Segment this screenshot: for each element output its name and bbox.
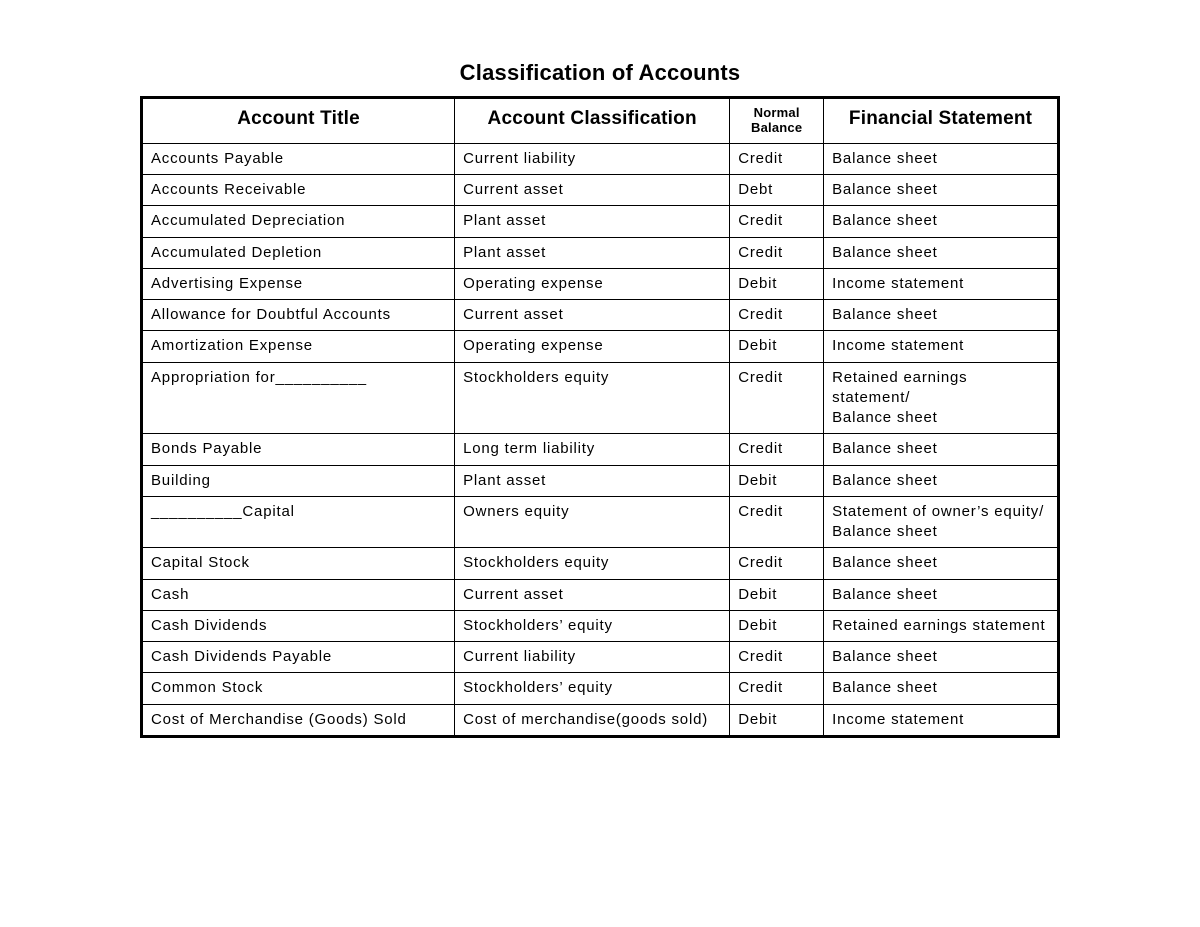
cell-normal-balance: Debit <box>730 331 824 362</box>
cell-normal-balance: Credit <box>730 143 824 174</box>
page-title: Classification of Accounts <box>140 60 1060 86</box>
cell-normal-balance: Credit <box>730 206 824 237</box>
cell-account-classification: Operating expense <box>455 268 730 299</box>
cell-account-classification: Operating expense <box>455 331 730 362</box>
cell-account-classification: Stockholders equity <box>455 548 730 579</box>
table-row: BuildingPlant assetDebitBalance sheet <box>142 465 1059 496</box>
cell-account-classification: Plant asset <box>455 206 730 237</box>
table-row: Accumulated DepreciationPlant assetCredi… <box>142 206 1059 237</box>
cell-account-title: Cash <box>142 579 455 610</box>
cell-account-classification: Stockholders’ equity <box>455 610 730 641</box>
cell-account-title: Accumulated Depletion <box>142 237 455 268</box>
cell-account-title: Allowance for Doubtful Accounts <box>142 300 455 331</box>
cell-account-classification: Long term liability <box>455 434 730 465</box>
col-header-financial-statement: Financial Statement <box>824 98 1059 144</box>
cell-normal-balance: Credit <box>730 642 824 673</box>
table-row: Amortization ExpenseOperating expenseDeb… <box>142 331 1059 362</box>
table-row: Allowance for Doubtful AccountsCurrent a… <box>142 300 1059 331</box>
table-row: Accumulated DepletionPlant assetCreditBa… <box>142 237 1059 268</box>
cell-account-title: __________Capital <box>142 496 455 548</box>
table-header-row: Account Title Account Classification Nor… <box>142 98 1059 144</box>
cell-normal-balance: Credit <box>730 496 824 548</box>
cell-normal-balance: Credit <box>730 362 824 434</box>
accounts-table: Account Title Account Classification Nor… <box>140 96 1060 738</box>
cell-account-title: Capital Stock <box>142 548 455 579</box>
cell-financial-statement: Retained earnings statement/ Balance she… <box>824 362 1059 434</box>
cell-account-title: Amortization Expense <box>142 331 455 362</box>
cell-account-title: Cash Dividends Payable <box>142 642 455 673</box>
cell-normal-balance: Credit <box>730 434 824 465</box>
table-row: Accounts PayableCurrent liabilityCreditB… <box>142 143 1059 174</box>
cell-normal-balance: Debit <box>730 465 824 496</box>
cell-account-classification: Current asset <box>455 175 730 206</box>
cell-account-title: Cost of Merchandise (Goods) Sold <box>142 704 455 736</box>
table-row: __________CapitalOwners equityCreditStat… <box>142 496 1059 548</box>
table-row: CashCurrent assetDebitBalance sheet <box>142 579 1059 610</box>
cell-account-classification: Stockholders’ equity <box>455 673 730 704</box>
cell-financial-statement: Income statement <box>824 331 1059 362</box>
cell-financial-statement: Balance sheet <box>824 206 1059 237</box>
cell-financial-statement: Balance sheet <box>824 143 1059 174</box>
cell-normal-balance: Debit <box>730 579 824 610</box>
cell-financial-statement: Balance sheet <box>824 175 1059 206</box>
table-row: Accounts ReceivableCurrent assetDebtBala… <box>142 175 1059 206</box>
table-row: Bonds PayableLong term liabilityCreditBa… <box>142 434 1059 465</box>
cell-account-title: Appropriation for__________ <box>142 362 455 434</box>
cell-financial-statement: Balance sheet <box>824 434 1059 465</box>
page-container: Classification of Accounts Account Title… <box>140 60 1060 738</box>
col-header-account-title: Account Title <box>142 98 455 144</box>
cell-financial-statement: Balance sheet <box>824 548 1059 579</box>
cell-account-classification: Current asset <box>455 300 730 331</box>
table-row: Cost of Merchandise (Goods) SoldCost of … <box>142 704 1059 736</box>
cell-financial-statement: Balance sheet <box>824 465 1059 496</box>
cell-financial-statement: Income statement <box>824 268 1059 299</box>
cell-account-title: Bonds Payable <box>142 434 455 465</box>
table-row: Capital StockStockholders equityCreditBa… <box>142 548 1059 579</box>
table-row: Advertising ExpenseOperating expenseDebi… <box>142 268 1059 299</box>
cell-account-title: Common Stock <box>142 673 455 704</box>
cell-account-classification: Owners equity <box>455 496 730 548</box>
cell-account-title: Accumulated Depreciation <box>142 206 455 237</box>
cell-account-classification: Plant asset <box>455 237 730 268</box>
cell-account-title: Accounts Receivable <box>142 175 455 206</box>
cell-normal-balance: Debit <box>730 610 824 641</box>
col-header-account-classification: Account Classification <box>455 98 730 144</box>
cell-account-classification: Plant asset <box>455 465 730 496</box>
cell-normal-balance: Credit <box>730 237 824 268</box>
cell-normal-balance: Credit <box>730 673 824 704</box>
cell-financial-statement: Income statement <box>824 704 1059 736</box>
table-body: Accounts PayableCurrent liabilityCreditB… <box>142 143 1059 736</box>
cell-account-title: Advertising Expense <box>142 268 455 299</box>
cell-account-classification: Current liability <box>455 143 730 174</box>
cell-account-title: Building <box>142 465 455 496</box>
cell-financial-statement: Balance sheet <box>824 673 1059 704</box>
cell-account-title: Accounts Payable <box>142 143 455 174</box>
cell-normal-balance: Debit <box>730 268 824 299</box>
col-header-normal-balance: Normal Balance <box>730 98 824 144</box>
cell-account-classification: Current liability <box>455 642 730 673</box>
cell-financial-statement: Balance sheet <box>824 642 1059 673</box>
table-row: Appropriation for__________Stockholders … <box>142 362 1059 434</box>
table-row: Cash DividendsStockholders’ equityDebitR… <box>142 610 1059 641</box>
table-header: Account Title Account Classification Nor… <box>142 98 1059 144</box>
cell-normal-balance: Credit <box>730 548 824 579</box>
cell-account-classification: Stockholders equity <box>455 362 730 434</box>
cell-financial-statement: Retained earnings statement <box>824 610 1059 641</box>
cell-account-title: Cash Dividends <box>142 610 455 641</box>
table-row: Common StockStockholders’ equityCreditBa… <box>142 673 1059 704</box>
table-row: Cash Dividends PayableCurrent liabilityC… <box>142 642 1059 673</box>
cell-financial-statement: Balance sheet <box>824 579 1059 610</box>
cell-normal-balance: Debt <box>730 175 824 206</box>
cell-financial-statement: Balance sheet <box>824 237 1059 268</box>
cell-account-classification: Cost of merchandise(goods sold) <box>455 704 730 736</box>
cell-normal-balance: Credit <box>730 300 824 331</box>
cell-normal-balance: Debit <box>730 704 824 736</box>
cell-account-classification: Current asset <box>455 579 730 610</box>
cell-financial-statement: Statement of owner’s equity/ Balance she… <box>824 496 1059 548</box>
cell-financial-statement: Balance sheet <box>824 300 1059 331</box>
